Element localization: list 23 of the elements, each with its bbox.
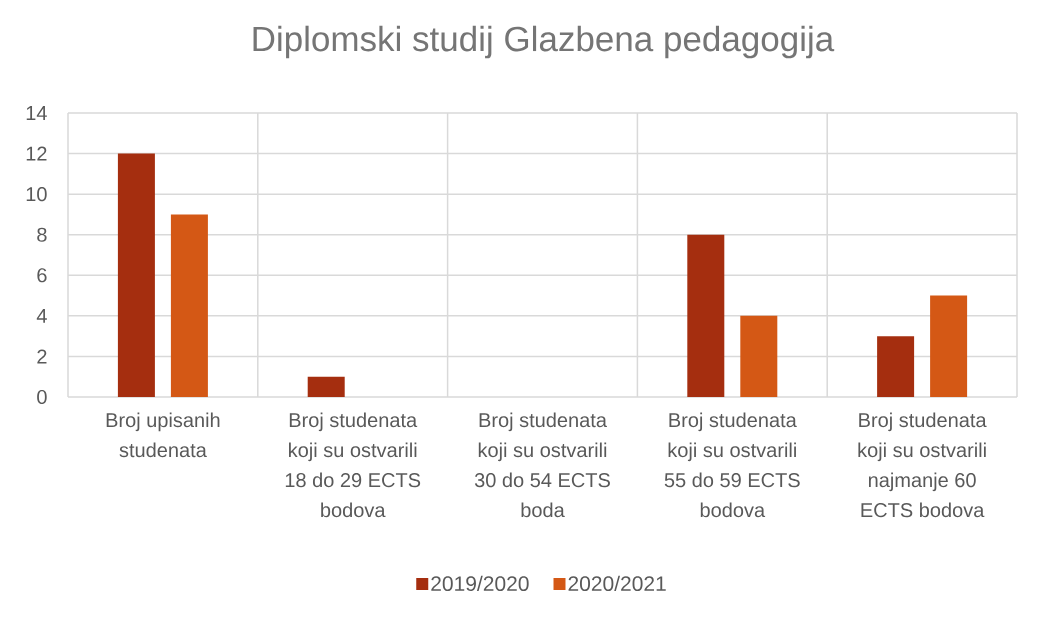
x-tick-label: Broj studenata koji su ostvarili najmanje 60 ECTS bodova (858, 412, 987, 518)
x-tick-label: Broj studenata koji su ostvarili 18 do 29 ECTS bodova (285, 412, 421, 518)
chart-title: Diplomski studij Glazbena pedagogija (253, 25, 835, 59)
y-tick-label: 12 (26, 146, 47, 161)
bar (307, 376, 345, 397)
x-tick-label: Broj studenata koji su ostvarili 30 do 54 ECTS boda (474, 412, 610, 518)
y-tick-label: 0 (37, 389, 47, 405)
x-tick-label: Broj studenata koji su ostvarili 55 do 59 ECTS bodova (664, 412, 800, 518)
y-tick-label: 14 (26, 106, 47, 120)
y-tick-label: 4 (36, 308, 47, 323)
y-tick-label: 2 (37, 349, 47, 364)
bar (877, 336, 915, 397)
x-tick-label: Broj upisanih studenata (106, 412, 220, 458)
bar (117, 153, 155, 397)
y-tick-label: 6 (37, 268, 47, 283)
y-tick-label: 8 (37, 227, 47, 242)
legend-label: 2020/2021 (568, 575, 666, 592)
bar (170, 214, 208, 397)
bar (740, 315, 778, 397)
legend-label: 2019/2020 (431, 575, 529, 592)
y-tick-label: 10 (26, 187, 47, 202)
bar (687, 234, 725, 397)
bar (930, 295, 968, 397)
